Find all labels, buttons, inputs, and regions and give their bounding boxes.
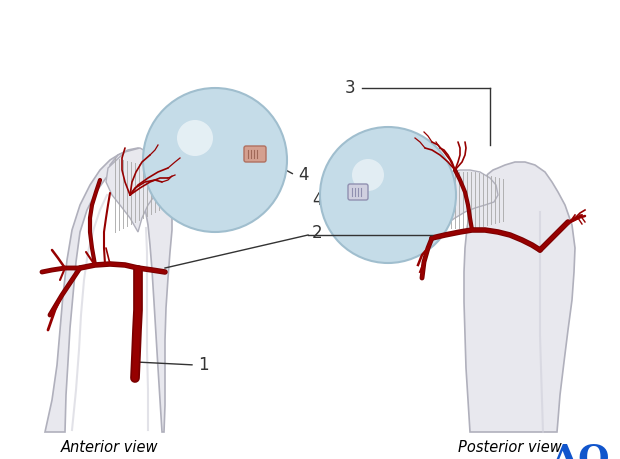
Circle shape: [352, 159, 384, 191]
Circle shape: [143, 88, 287, 232]
Text: 1: 1: [198, 356, 208, 374]
Circle shape: [320, 127, 456, 263]
Polygon shape: [430, 170, 498, 230]
FancyBboxPatch shape: [244, 146, 266, 162]
Text: 2: 2: [312, 224, 322, 242]
Polygon shape: [106, 148, 168, 232]
Polygon shape: [110, 148, 172, 432]
Text: Posterior view: Posterior view: [458, 440, 562, 455]
Polygon shape: [464, 162, 575, 432]
Text: 4: 4: [298, 166, 309, 184]
Text: 3: 3: [344, 79, 355, 97]
Text: AO: AO: [551, 442, 609, 459]
Text: Anterior view: Anterior view: [61, 440, 159, 455]
Polygon shape: [45, 150, 132, 432]
Text: 4: 4: [312, 191, 322, 209]
Circle shape: [177, 120, 213, 156]
FancyBboxPatch shape: [348, 184, 368, 200]
